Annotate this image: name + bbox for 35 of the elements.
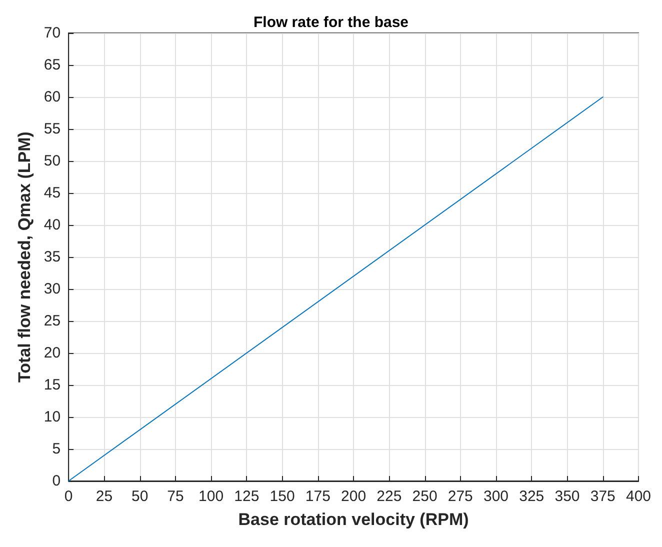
x-tick-label: 300 xyxy=(483,488,509,505)
y-tick-label: 20 xyxy=(44,344,61,362)
y-axis-title: Total flow needed, Qmax (LPM) xyxy=(15,132,34,382)
y-tick-label: 30 xyxy=(44,280,61,298)
y-tick-label: 60 xyxy=(44,88,61,106)
x-tick-label: 250 xyxy=(412,488,438,505)
x-tick-label: 375 xyxy=(590,488,616,505)
x-tick-label: 75 xyxy=(167,488,184,505)
chart-title: Flow rate for the base xyxy=(253,14,409,31)
y-tick-label: 45 xyxy=(44,184,61,202)
y-tick-label: 40 xyxy=(44,216,61,234)
y-tick-label: 70 xyxy=(44,24,61,42)
y-tick-label: 65 xyxy=(44,56,61,74)
x-tick-label: 100 xyxy=(198,488,224,505)
x-tick-label: 200 xyxy=(341,488,366,505)
y-tick-label: 0 xyxy=(52,472,61,490)
y-tick-label: 25 xyxy=(44,312,61,330)
x-tick-label: 150 xyxy=(270,488,295,505)
x-tick-label: 350 xyxy=(554,488,580,505)
x-tick-label: 325 xyxy=(519,488,544,505)
y-tick-label: 5 xyxy=(52,440,61,458)
x-tick-label: 25 xyxy=(96,488,113,505)
y-tick-label: 50 xyxy=(44,152,61,170)
x-tick-label: 400 xyxy=(626,488,651,505)
y-tick-label: 10 xyxy=(44,408,61,426)
x-tick-label: 175 xyxy=(305,488,330,505)
x-axis-title: Base rotation velocity (RPM) xyxy=(238,510,469,529)
x-tick-label: 50 xyxy=(131,488,148,505)
y-tick-label: 15 xyxy=(44,376,61,394)
x-tick-label: 125 xyxy=(234,488,260,505)
x-tick-label: 0 xyxy=(64,488,73,505)
y-tick-label: 35 xyxy=(44,248,61,266)
y-tick-label: 55 xyxy=(44,120,61,138)
x-tick-label: 225 xyxy=(376,488,402,505)
x-tick-label: 275 xyxy=(448,488,473,505)
